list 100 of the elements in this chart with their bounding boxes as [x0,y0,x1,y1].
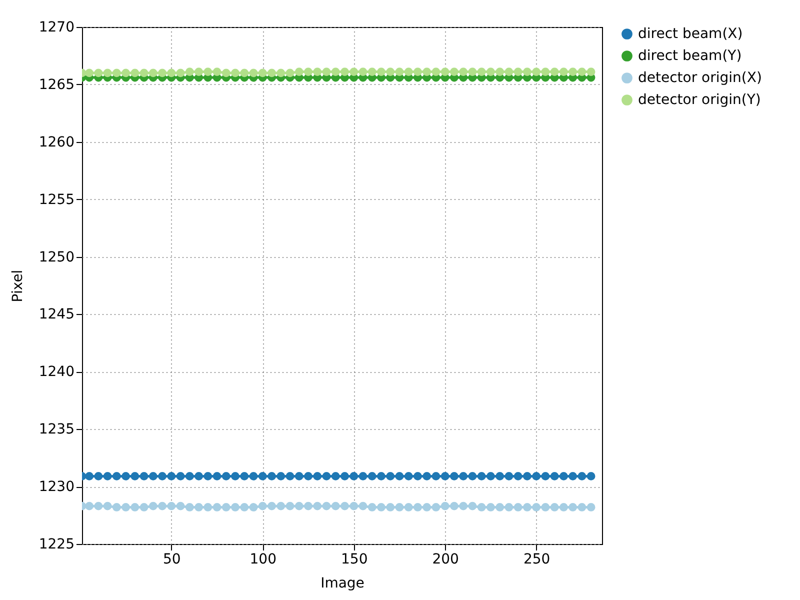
point [112,472,121,480]
point [395,472,404,480]
point [523,472,532,480]
point [422,472,432,480]
point [358,472,368,480]
point [286,502,294,510]
point [459,472,468,480]
point [167,502,176,510]
point [158,472,166,480]
point [568,472,577,480]
point [122,472,130,480]
point [148,502,158,510]
point [240,503,249,512]
point [212,472,222,480]
legend-label: direct beam(X) [638,26,743,42]
point [194,503,203,512]
point [276,502,286,510]
point [432,68,440,76]
point [85,68,94,78]
point [377,68,386,76]
point [268,68,276,78]
point [276,472,286,480]
x-tick-label: 200 [432,552,459,568]
point [140,472,148,480]
point [140,503,148,512]
point [514,503,522,512]
point [532,472,540,480]
point [560,68,568,76]
point [231,503,240,512]
point [176,472,185,480]
point [486,472,495,480]
point [258,68,267,78]
point [313,68,322,76]
point [578,503,586,512]
point [377,472,386,480]
point [204,503,212,512]
point [268,472,276,480]
y-tick-label: 1240 [38,364,74,380]
point [422,68,432,76]
point [304,68,312,76]
point [486,68,495,76]
point [103,502,112,510]
point [440,68,450,76]
x-tick-label: 100 [250,552,276,568]
point [496,472,504,480]
point [395,68,404,76]
point [459,502,468,510]
point [532,68,540,76]
point [94,68,103,78]
point [313,502,322,510]
point [432,472,440,480]
point [578,68,586,76]
legend-label: direct beam(Y) [638,48,742,64]
point [304,502,312,510]
point [204,472,212,480]
y-tick-label: 1250 [38,249,74,266]
point [541,503,550,512]
point [231,472,240,480]
point [304,472,312,480]
x-axis-title: Image [320,576,364,592]
point [331,68,340,76]
point [450,68,458,76]
point [322,68,331,76]
point [541,68,550,76]
point [550,503,559,512]
point [440,502,450,510]
y-tick-label: 1245 [38,306,74,323]
point [514,472,522,480]
point [140,68,148,78]
point [158,68,166,78]
point [222,503,230,512]
point [249,503,258,512]
point [167,472,176,480]
point [414,503,422,512]
y-tick-label: 1255 [38,192,74,208]
point [276,68,286,78]
y-tick-label: 1230 [38,479,74,496]
point [322,472,331,480]
point [240,472,249,480]
point [395,503,404,512]
x-tick-label: 250 [523,552,550,568]
y-axis-title: Pixel [10,270,26,302]
point [532,503,540,512]
point [258,502,267,510]
point [377,503,386,512]
point [386,68,395,76]
point [523,68,532,76]
x-tick-label: 150 [340,552,368,568]
point [185,472,194,480]
point [468,68,477,76]
point [414,68,422,76]
point [331,472,340,480]
point [504,68,514,76]
point [440,472,450,480]
point [167,68,176,78]
point [504,472,514,480]
point [249,68,258,78]
point [340,472,349,480]
point [103,68,112,78]
point [340,68,349,76]
